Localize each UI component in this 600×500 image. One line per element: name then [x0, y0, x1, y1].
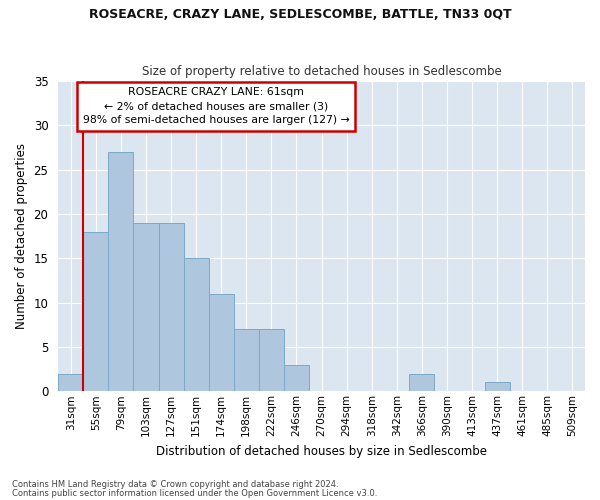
Bar: [409, 374, 434, 392]
Bar: [184, 258, 209, 392]
Bar: [133, 223, 158, 392]
Text: Contains HM Land Registry data © Crown copyright and database right 2024.: Contains HM Land Registry data © Crown c…: [12, 480, 338, 489]
Bar: [485, 382, 510, 392]
Bar: [158, 223, 184, 392]
Text: Contains public sector information licensed under the Open Government Licence v3: Contains public sector information licen…: [12, 488, 377, 498]
Text: ROSEACRE, CRAZY LANE, SEDLESCOMBE, BATTLE, TN33 0QT: ROSEACRE, CRAZY LANE, SEDLESCOMBE, BATTL…: [89, 8, 511, 20]
X-axis label: Distribution of detached houses by size in Sedlescombe: Distribution of detached houses by size …: [156, 444, 487, 458]
Y-axis label: Number of detached properties: Number of detached properties: [15, 143, 28, 329]
Bar: [209, 294, 234, 392]
Bar: [109, 152, 133, 392]
Title: Size of property relative to detached houses in Sedlescombe: Size of property relative to detached ho…: [142, 66, 502, 78]
Bar: [234, 329, 259, 392]
Bar: [83, 232, 109, 392]
Text: ROSEACRE CRAZY LANE: 61sqm
← 2% of detached houses are smaller (3)
98% of semi-d: ROSEACRE CRAZY LANE: 61sqm ← 2% of detac…: [83, 88, 350, 126]
Bar: [284, 364, 309, 392]
Bar: [58, 374, 83, 392]
Bar: [259, 329, 284, 392]
